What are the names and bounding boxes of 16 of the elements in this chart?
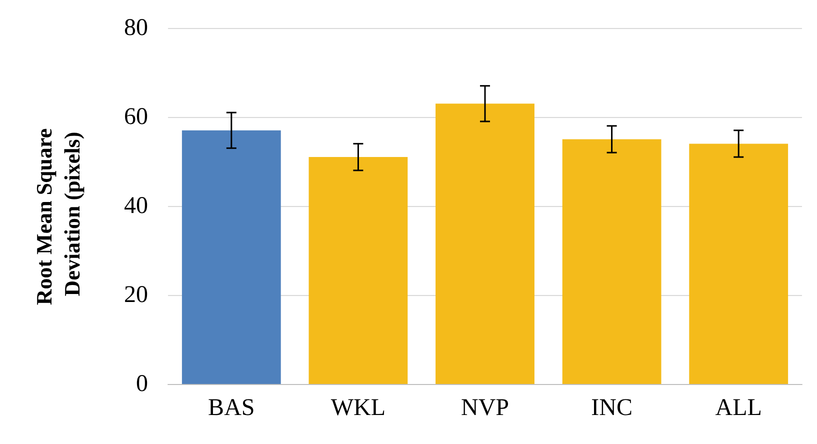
x-tick-label: NVP: [460, 395, 510, 421]
y-tick-label: 40: [124, 193, 148, 219]
y-tick-label: 80: [124, 15, 148, 41]
x-tick-label: BAS: [208, 395, 255, 421]
y-tick-label: 60: [124, 104, 148, 130]
bar: [436, 104, 534, 384]
y-tick-label: 0: [136, 371, 148, 397]
bar: [308, 157, 408, 384]
bar: [689, 144, 788, 384]
y-tick-label: 20: [124, 282, 148, 308]
x-tick-label: WKL: [330, 395, 386, 421]
bar: [562, 139, 662, 384]
bar: [182, 130, 281, 384]
x-tick-label: ALL: [715, 395, 762, 421]
x-tick-label: INC: [591, 395, 632, 421]
y-axis-title: Root Mean Square Deviation (pixels): [32, 122, 84, 306]
